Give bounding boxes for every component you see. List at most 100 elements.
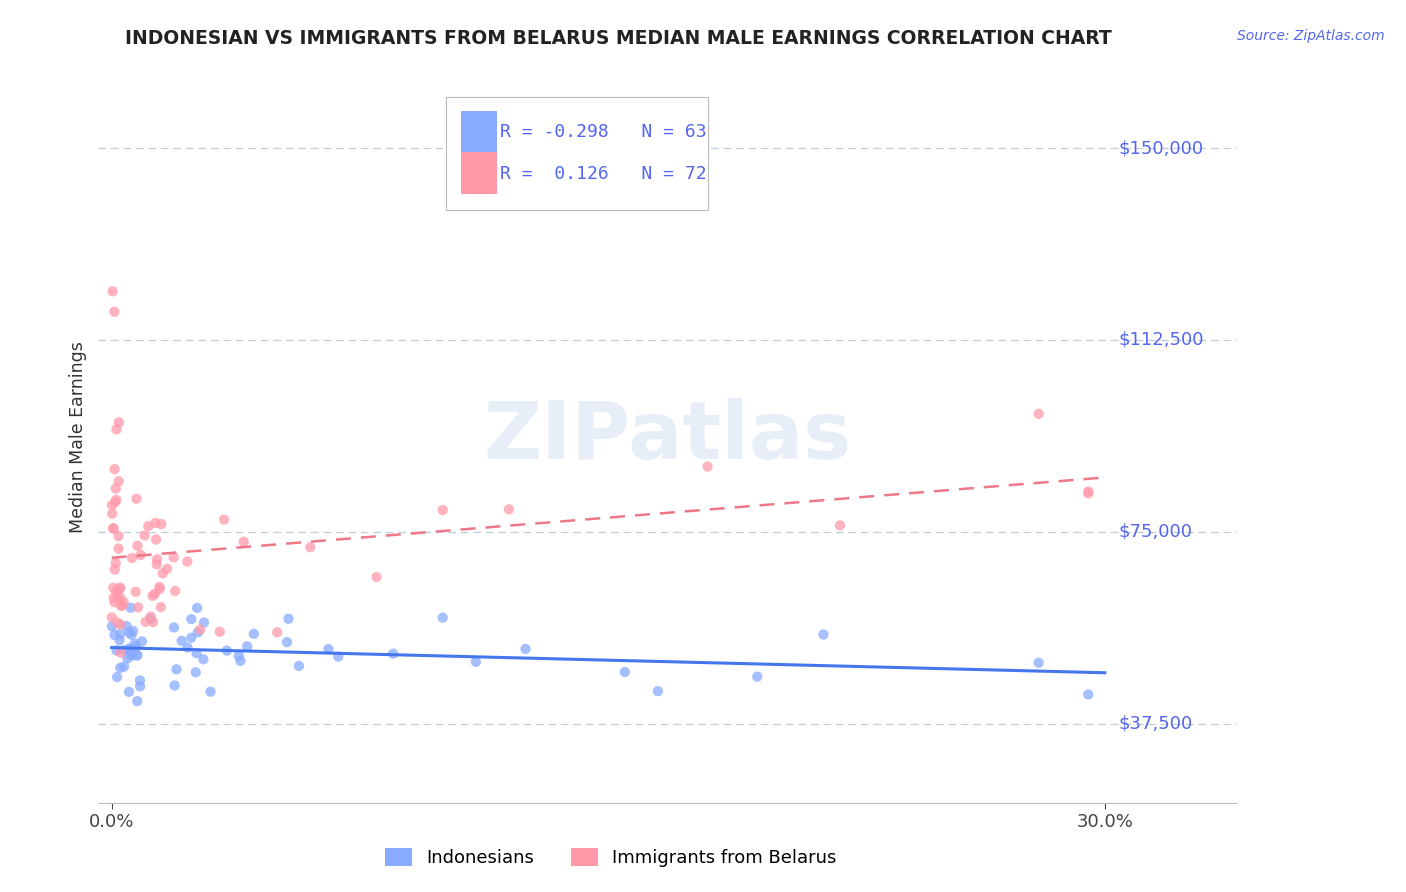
Point	[176, 640, 198, 655]
Point	[101, 285, 124, 299]
Point	[166, 662, 188, 676]
Point	[1077, 688, 1099, 702]
Point	[828, 518, 851, 533]
Point	[105, 492, 128, 507]
Point	[186, 646, 208, 660]
Point	[112, 659, 135, 673]
Text: $112,500: $112,500	[1118, 331, 1204, 349]
Point	[103, 521, 125, 535]
Point	[180, 612, 202, 626]
Point	[101, 507, 124, 521]
Point	[118, 642, 141, 657]
Point	[145, 516, 167, 530]
Point	[104, 482, 127, 496]
Point	[110, 661, 132, 675]
Point	[145, 533, 167, 547]
Point	[103, 628, 125, 642]
Point	[146, 552, 169, 566]
Point	[131, 634, 153, 648]
Point	[129, 548, 152, 562]
Point	[142, 615, 165, 629]
Point	[108, 582, 131, 596]
Point	[108, 633, 131, 648]
Point	[121, 551, 143, 566]
Point	[103, 591, 125, 605]
Point	[176, 554, 198, 568]
Point	[125, 640, 148, 654]
Point	[139, 612, 162, 626]
Point	[277, 612, 299, 626]
Text: R =  0.126   N = 72: R = 0.126 N = 72	[501, 165, 707, 183]
Point	[145, 558, 167, 572]
Point	[288, 659, 311, 673]
Point	[165, 584, 187, 599]
Point	[142, 589, 165, 603]
Point	[180, 631, 202, 645]
Point	[498, 502, 520, 516]
Point	[163, 550, 186, 565]
Point	[1077, 484, 1099, 499]
Point	[121, 628, 143, 642]
Point	[328, 649, 350, 664]
Point	[108, 591, 131, 605]
Point	[148, 580, 170, 594]
Point	[110, 581, 132, 595]
Point	[117, 651, 139, 665]
Text: ZIPatlas: ZIPatlas	[484, 398, 852, 476]
Point	[266, 625, 288, 640]
Point	[186, 601, 208, 615]
Point	[104, 495, 127, 509]
Point	[107, 474, 129, 488]
Point	[1028, 407, 1050, 421]
Text: $75,000: $75,000	[1118, 523, 1192, 541]
Point	[105, 670, 128, 684]
Point	[107, 615, 129, 630]
Point	[318, 642, 340, 657]
Point	[103, 522, 125, 536]
Point	[120, 645, 142, 659]
Point	[124, 637, 146, 651]
Point	[163, 678, 186, 692]
Point	[696, 459, 718, 474]
Point	[212, 513, 235, 527]
Point	[152, 566, 174, 581]
Point	[107, 588, 129, 602]
Point	[127, 648, 149, 663]
Point	[118, 625, 141, 640]
Point	[215, 643, 238, 657]
FancyBboxPatch shape	[461, 111, 498, 153]
Point	[464, 655, 486, 669]
Point	[163, 620, 186, 634]
Point	[125, 491, 148, 506]
Point	[103, 462, 125, 476]
Point	[101, 498, 124, 512]
Point	[613, 665, 636, 679]
Text: R = -0.298   N = 63: R = -0.298 N = 63	[501, 123, 707, 141]
Point	[139, 609, 162, 624]
Point	[143, 587, 166, 601]
Point	[136, 519, 159, 533]
Point	[104, 556, 127, 570]
Point	[200, 684, 222, 698]
Point	[747, 670, 769, 684]
Point	[105, 422, 128, 436]
Point	[1077, 486, 1099, 500]
Point	[103, 305, 125, 319]
Point	[170, 633, 193, 648]
FancyBboxPatch shape	[461, 152, 498, 194]
Point	[108, 416, 131, 430]
Point	[127, 648, 149, 663]
Point	[122, 624, 145, 638]
Point	[135, 615, 157, 629]
Point	[193, 652, 215, 666]
Point	[515, 641, 537, 656]
Point	[105, 643, 128, 657]
Point	[112, 595, 135, 609]
Point	[103, 581, 125, 595]
Legend: Indonesians, Immigrants from Belarus: Indonesians, Immigrants from Belarus	[385, 847, 837, 867]
Point	[150, 517, 173, 532]
Text: INDONESIAN VS IMMIGRANTS FROM BELARUS MEDIAN MALE EARNINGS CORRELATION CHART: INDONESIAN VS IMMIGRANTS FROM BELARUS ME…	[125, 29, 1112, 47]
Point	[276, 635, 298, 649]
Point	[127, 539, 149, 553]
Point	[184, 665, 207, 680]
